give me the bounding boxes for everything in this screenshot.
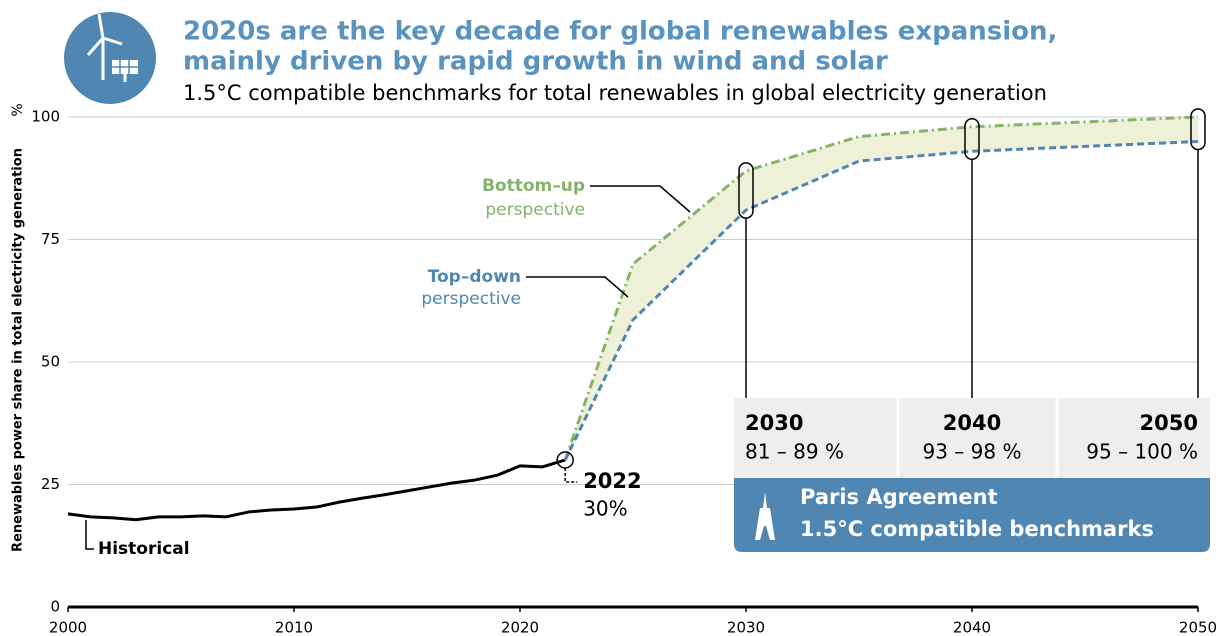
y-tick-label: 50 [41,353,60,371]
y-tick-label: 100 [31,108,60,126]
connector [526,276,629,298]
benchmark-year: 2050 [1140,411,1198,435]
annotation-year: 2022 [583,469,641,493]
series-line [67,458,566,522]
subtitle: 1.5°C compatible benchmarks for total re… [183,81,1047,105]
x-tick-label: 2000 [49,619,87,636]
banner-text: Paris Agreement [800,485,998,509]
series-label: Top–down [428,267,521,287]
x-tick-label: 2050 [1179,619,1217,636]
benchmark-year: 2030 [745,411,803,435]
series-note: perspective [485,200,585,220]
banner-text: 1.5°C compatible benchmarks [800,517,1154,541]
series-note: perspective [421,289,521,309]
panel [734,398,1210,478]
series-label: Historical [98,539,190,559]
icon [64,12,156,104]
connector [85,519,94,550]
range-band [565,117,1198,460]
annotation-value: 30% [583,497,627,521]
benchmark-range: 95 – 100 % [1086,440,1198,464]
benchmark-range: 93 – 98 % [923,440,1022,464]
title: mainly driven by rapid growth in wind an… [183,47,888,77]
series-line [563,115,1199,461]
x-tick-label: 2040 [953,619,991,636]
y-axis-label: Renewables power share in total electric… [11,148,26,552]
connector [564,468,578,483]
title: 2020s are the key decade for global rene… [183,17,1057,47]
banner [734,478,1210,552]
connector [590,185,691,213]
x-tick-label: 2010 [275,619,313,636]
x-tick-label: 2020 [501,619,539,636]
y-tick-label: 75 [41,230,60,248]
benchmark-year: 2040 [943,411,1001,435]
x-tick-label: 2030 [727,619,765,636]
series-label: Bottom–up [482,176,585,196]
y-tick-label: 25 [41,475,60,493]
callout [738,162,754,219]
series-line [563,140,1199,461]
y-unit: % [10,103,26,116]
y-tick-label: 0 [50,598,60,616]
tower-icon [755,492,775,540]
benchmark-range: 81 – 89 % [745,440,844,464]
